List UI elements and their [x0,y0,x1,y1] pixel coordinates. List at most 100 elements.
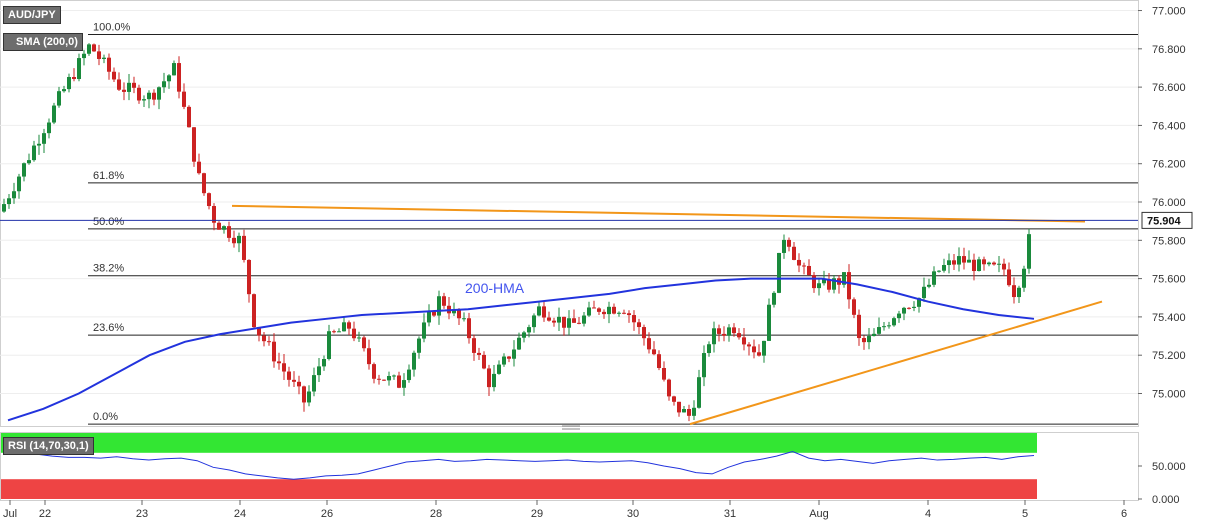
candle-body [12,191,16,199]
candle-body [887,325,891,327]
candle-body [372,364,376,379]
candle-body [772,292,776,305]
candle-body [867,336,871,343]
x-tick-label: 29 [531,508,543,520]
fib-level-label: 23.6% [93,322,124,334]
candle-body [192,127,196,162]
candle-body [652,349,656,355]
candle-body [7,198,11,205]
fib-level-label: 61.8% [93,170,124,182]
candle-body [712,328,716,345]
candle-body [487,368,491,388]
candle-body [602,311,606,315]
x-tick-label: 26 [321,508,333,520]
y-tick-label: 76.200 [1152,159,1186,171]
candle-body [162,81,166,88]
y-tick-label: 75.800 [1152,235,1186,247]
y-tick-label: 75.200 [1152,350,1186,362]
candle-body [287,371,291,380]
y-tick-label: 75.400 [1152,312,1186,324]
candle-body [1022,268,1026,288]
y-tick-label: 76.400 [1152,120,1186,132]
x-tick-label: 30 [627,508,639,520]
candle-body [807,265,811,276]
candle-body [732,327,736,334]
candle-body [667,379,671,397]
candle-body [607,306,611,315]
candle-body [252,294,256,328]
candle-body [927,284,931,287]
candle-body [697,377,701,408]
candle-body [907,307,911,309]
candle-body [752,346,756,353]
candle-body [297,381,301,387]
rsi-line [3,450,1035,480]
candle-body [187,106,191,128]
candle-body [792,246,796,260]
candle-body [97,51,101,59]
candle-body [802,265,806,267]
candle-body [342,322,346,332]
candle-body [137,87,141,101]
candle-body [362,337,366,349]
candle-body [902,307,906,314]
candle-body [147,92,151,100]
candle-body [347,322,351,329]
candle-body [132,82,136,88]
candle-body [22,163,26,177]
x-tick-label: 5 [1022,508,1028,520]
x-tick-label: Jul [3,508,17,520]
candle-body [937,270,941,272]
y-tick-label: 75.000 [1152,388,1186,400]
x-tick-label: 22 [39,508,51,520]
candle-body [782,239,786,253]
candle-body [242,235,246,260]
candle-body [142,99,146,101]
candle-body [237,235,241,244]
candle-body [557,316,561,323]
candle-body [52,105,56,123]
candle-body [317,366,321,376]
candle-body [707,344,711,354]
candle-body [17,176,21,192]
candle-body [877,327,881,334]
candle-body [457,309,461,319]
candle-body [472,338,476,353]
candle-body [92,44,96,52]
fib-level-label: 0.0% [93,411,118,423]
candle-body [2,204,6,212]
candle-body [817,283,821,289]
candle-body [997,263,1001,265]
candle-body [517,337,521,350]
candle-body [617,312,621,314]
hma-label: 200-HMA [465,280,525,296]
candle-body [722,333,726,336]
candle-body [507,356,511,359]
rsi-tick-label: 0.000 [1152,494,1180,506]
candle-body [952,260,956,265]
candle-body [332,331,336,333]
candle-body [882,326,886,328]
x-tick-label: Aug [809,508,829,520]
candle-body [577,322,581,324]
x-tick-label: 31 [724,508,736,520]
candle-body [642,327,646,339]
candle-body [1007,269,1011,286]
candle-body [822,279,826,284]
candle-body [42,133,46,144]
candle-body [897,313,901,319]
candle-body [157,87,161,100]
candle-body [407,369,411,381]
candle-body [532,315,536,328]
candle-body [62,89,66,92]
candle-body [437,296,441,316]
candle-body [717,328,721,334]
candle-body [737,333,741,338]
candle-body [327,331,331,359]
candle-body [987,262,991,265]
y-tick-label: 76.800 [1152,44,1186,56]
candle-body [277,361,281,364]
candle-body [857,314,861,339]
candle-body [217,222,221,230]
candle-body [392,375,396,377]
